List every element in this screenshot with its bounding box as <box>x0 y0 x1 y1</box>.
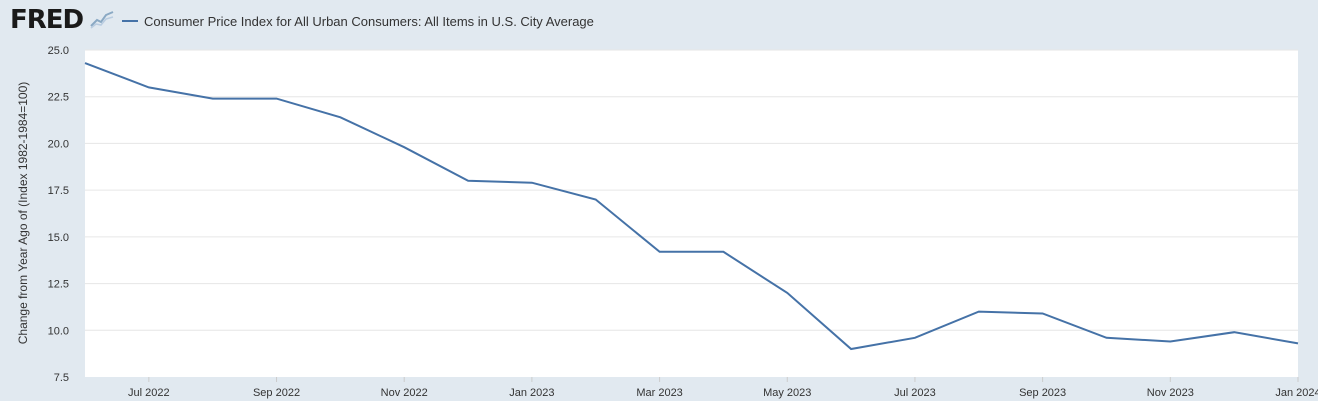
y-tick-label: 10.0 <box>48 325 69 337</box>
legend-swatch <box>122 20 138 22</box>
x-tick-label: Jan 2023 <box>509 387 554 399</box>
legend-series-name: Consumer Price Index for All Urban Consu… <box>144 13 594 29</box>
y-tick-label: 12.5 <box>48 279 69 291</box>
x-tick-label: Jul 2023 <box>894 387 936 399</box>
x-tick-label: Nov 2022 <box>381 387 428 399</box>
plot-area <box>85 50 1298 377</box>
y-axis-ticks: 7.5 10.0 12.5 15.0 17.5 20.0 22.5 25.0 <box>48 45 69 384</box>
series-line[interactable] <box>84 62 1299 351</box>
y-tick-label: 25.0 <box>48 45 69 57</box>
x-tick-label: Sep 2022 <box>253 387 300 399</box>
y-tick-label: 20.0 <box>48 138 69 150</box>
y-tick-label: 17.5 <box>48 185 69 197</box>
x-tick-label: Sep 2023 <box>1019 387 1066 399</box>
x-tick-label: May 2023 <box>763 387 811 399</box>
chart-graph-icon <box>89 9 115 29</box>
x-tick-label: Jul 2022 <box>128 387 170 399</box>
y-tick-label: 15.0 <box>48 232 69 244</box>
y-tick-label: 22.5 <box>48 92 69 104</box>
x-tick-label: Jan 2024 <box>1275 387 1318 399</box>
y-tick-label: 7.5 <box>54 372 69 384</box>
fred-logo[interactable]: FRED <box>10 5 84 35</box>
chart-header: FRED Consumer Price Index for All Urban … <box>0 0 1318 40</box>
x-axis-ticks: Jul 2022 Sep 2022 Nov 2022 Jan 2023 Mar 2023… <box>128 377 1318 399</box>
x-tick-label: Mar 2023 <box>636 387 682 399</box>
x-tick-label: Nov 2023 <box>1147 387 1194 399</box>
legend[interactable]: Consumer Price Index for All Urban Consu… <box>122 11 594 31</box>
y-axis-label: Change from Year Ago of (Index 1982-1984… <box>16 82 30 345</box>
grid-lines <box>85 49 1298 331</box>
